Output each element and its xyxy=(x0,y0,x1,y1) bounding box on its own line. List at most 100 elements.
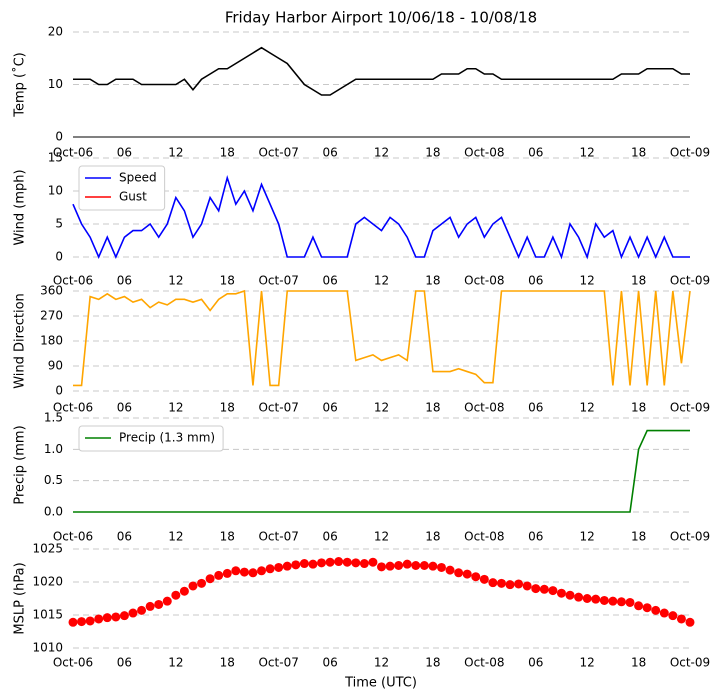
x-tick-label: 12 xyxy=(374,146,389,160)
x-tick-label: 12 xyxy=(580,274,595,288)
point xyxy=(522,581,532,591)
x-tick-label: Oct-06 xyxy=(53,656,93,670)
x-tick-label: 12 xyxy=(374,274,389,288)
point xyxy=(428,561,438,571)
legend-label: Speed xyxy=(119,171,157,185)
x-tick-label: 06 xyxy=(117,274,132,288)
point xyxy=(128,608,138,618)
point xyxy=(111,612,121,622)
y-tick-label: 1020 xyxy=(32,575,63,589)
point xyxy=(188,581,198,591)
point xyxy=(668,611,678,621)
x-tick-label: Oct-09 xyxy=(670,274,710,288)
y-tick-label: 15 xyxy=(48,151,63,165)
point xyxy=(616,597,626,607)
x-tick-label: Oct-08 xyxy=(464,401,504,415)
x-tick-label: 12 xyxy=(168,401,183,415)
x-tick-label: 06 xyxy=(528,274,543,288)
point xyxy=(462,569,472,579)
y-tick-label: 1.5 xyxy=(44,411,63,425)
point xyxy=(402,559,412,569)
x-tick-label: 18 xyxy=(220,656,235,670)
series-line xyxy=(73,46,690,96)
x-tick-label: 12 xyxy=(580,530,595,544)
legend-label: Gust xyxy=(119,190,147,204)
x-tick-label: 18 xyxy=(631,401,646,415)
point xyxy=(334,557,344,567)
point xyxy=(634,601,644,611)
point xyxy=(574,592,584,602)
x-tick-label: 12 xyxy=(580,146,595,160)
point xyxy=(171,590,181,600)
x-tick-label: 12 xyxy=(580,656,595,670)
point xyxy=(265,564,275,574)
y-axis-label: Wind (mph) xyxy=(13,169,28,245)
legend: Speed Gust xyxy=(78,165,166,211)
point xyxy=(565,590,575,600)
point xyxy=(377,562,386,572)
point xyxy=(411,561,421,570)
point xyxy=(68,617,78,627)
x-tick-label: 18 xyxy=(425,656,440,670)
x-tick-label: 06 xyxy=(528,401,543,415)
point xyxy=(651,605,661,615)
chart-title: Friday Harbor Airport 10/06/18 - 10/08/1… xyxy=(225,9,537,27)
x-tick-label: 12 xyxy=(168,274,183,288)
point xyxy=(454,568,464,578)
series-line xyxy=(73,429,690,513)
point xyxy=(162,596,172,606)
y-tick-label: 1025 xyxy=(32,542,63,556)
x-tick-label: 12 xyxy=(580,401,595,415)
legend-box xyxy=(78,165,166,211)
point xyxy=(274,562,284,572)
x-tick-label: 06 xyxy=(117,656,132,670)
x-tick-label: 06 xyxy=(322,656,337,670)
point xyxy=(308,559,318,569)
legend: Precip (1.3 mm) xyxy=(78,425,224,452)
y-tick-label: 5 xyxy=(55,217,63,231)
point xyxy=(231,566,241,576)
point xyxy=(514,579,524,589)
point xyxy=(385,561,395,571)
x-tick-label: 12 xyxy=(374,401,389,415)
x-tick-label: 06 xyxy=(322,274,337,288)
x-tick-label: 06 xyxy=(322,401,337,415)
x-tick-label: 18 xyxy=(220,401,235,415)
point xyxy=(582,594,592,603)
point xyxy=(419,561,429,570)
x-tick-label: Oct-06 xyxy=(53,530,93,544)
x-tick-label: 18 xyxy=(425,530,440,544)
series-line xyxy=(72,174,690,260)
x-tick-label: 06 xyxy=(117,530,132,544)
x-tick-label: 12 xyxy=(168,530,183,544)
point xyxy=(179,586,189,596)
legend-box xyxy=(78,425,224,452)
x-tick-label: 18 xyxy=(631,146,646,160)
point xyxy=(496,578,506,588)
point xyxy=(351,558,361,568)
y-tick-label: 0 xyxy=(55,384,63,398)
x-tick-label: 06 xyxy=(117,146,132,160)
y-axis-label: MSLP (hPa) xyxy=(13,562,28,634)
y-tick-label: 0 xyxy=(55,130,63,144)
point xyxy=(222,568,232,578)
y-tick-label: 0.5 xyxy=(44,473,63,487)
point xyxy=(548,586,558,596)
x-tick-label: 06 xyxy=(322,146,337,160)
y-tick-label: 0 xyxy=(55,250,63,264)
x-tick-label: 18 xyxy=(631,274,646,288)
point xyxy=(625,597,635,607)
point xyxy=(642,603,652,613)
point xyxy=(445,565,455,575)
point xyxy=(394,561,404,570)
y-tick-label: 1010 xyxy=(32,641,63,655)
point xyxy=(325,557,335,567)
y-axis-label: Precip (mm) xyxy=(13,425,28,504)
y-tick-label: 0.0 xyxy=(44,505,63,519)
x-tick-label: Oct-09 xyxy=(670,146,710,160)
point xyxy=(282,561,292,571)
legend-label: Precip (1.3 mm) xyxy=(119,431,215,445)
point xyxy=(676,614,686,624)
x-tick-label: 06 xyxy=(322,530,337,544)
